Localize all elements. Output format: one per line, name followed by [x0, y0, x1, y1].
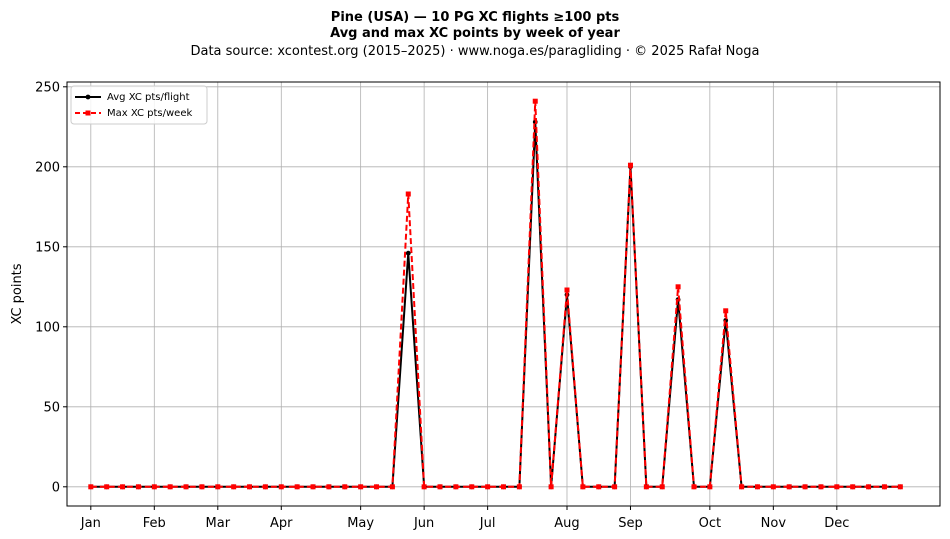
x-tick-label: Jul	[479, 516, 496, 531]
chart-title-line1: Pine (USA) — 10 PG XC flights ≥100 pts	[331, 10, 620, 25]
series-1-point	[151, 484, 157, 490]
axes: 0 50 100 150 200 250 Jan Feb Mar Apr May Jun Jul Aug S…	[35, 80, 849, 531]
series-1-point	[247, 484, 253, 490]
series-1-point	[199, 484, 205, 490]
series-1-point	[88, 484, 94, 490]
series-1-point	[310, 484, 316, 490]
series-1-point	[374, 484, 380, 490]
series-layer	[88, 98, 903, 490]
series-1-point	[501, 484, 506, 490]
series-1-point	[469, 484, 475, 490]
series-1-point	[643, 484, 649, 490]
series-1-point	[485, 484, 491, 490]
series-1-point	[834, 484, 840, 490]
series-1-point	[754, 484, 760, 490]
x-tick-label: Sep	[618, 516, 643, 531]
y-tick-label: 0	[52, 480, 60, 495]
chart-subtitle: Data source: xcontest.org (2015–2025) · …	[190, 44, 759, 59]
series-1-point	[897, 484, 903, 490]
x-tick-label: Jan	[80, 516, 101, 531]
series-1-point	[120, 484, 126, 490]
series-1-point	[786, 484, 792, 490]
legend-box	[70, 85, 208, 125]
x-tick-label: Mar	[206, 516, 231, 531]
series-1-point	[262, 484, 268, 490]
series-1-point	[326, 484, 332, 490]
x-tick-label: Feb	[143, 516, 166, 531]
series-1-point	[215, 484, 221, 490]
series-1-point	[437, 484, 443, 490]
series-1-point	[770, 484, 776, 490]
series-1-point	[183, 484, 189, 490]
series-1-point	[691, 484, 697, 490]
series-1-point	[548, 484, 554, 490]
x-tick-label: Oct	[699, 516, 721, 531]
series-1-point	[850, 484, 856, 490]
series-1-point	[707, 484, 713, 490]
series-1-point	[627, 162, 633, 168]
series-1-point	[405, 191, 411, 197]
series-1-point	[881, 484, 887, 490]
series-line-1	[90, 100, 901, 488]
series-line-0	[90, 121, 901, 488]
series-1-point	[802, 484, 808, 490]
legend-max-marker	[85, 110, 91, 116]
legend: Avg XC pts/flight Max XC pts/week	[70, 85, 208, 125]
grid	[67, 82, 940, 506]
legend-avg-marker	[85, 94, 91, 100]
x-tick-label: Aug	[554, 516, 579, 531]
series-1-point	[675, 284, 681, 290]
legend-max-label: Max XC pts/week	[107, 108, 192, 119]
series-1-point	[612, 484, 618, 490]
x-tick-label: Dec	[824, 516, 849, 531]
series-1-point	[516, 484, 522, 490]
y-tick-label: 250	[35, 80, 60, 95]
y-tick-label: 200	[35, 160, 60, 175]
series-1-point	[453, 484, 459, 490]
series-1-point	[231, 484, 237, 490]
series-1-point	[739, 484, 745, 490]
x-tick-label: May	[347, 516, 374, 531]
y-tick-label: 100	[35, 320, 60, 335]
x-tick-label: Nov	[761, 516, 787, 531]
series-1-point	[342, 484, 348, 490]
plot-area-frame	[66, 81, 941, 507]
y-tick-label: 50	[43, 400, 60, 415]
series-1-point	[278, 484, 284, 490]
series-0-point	[405, 250, 411, 256]
series-1-point	[596, 484, 602, 490]
series-1-point	[135, 484, 141, 490]
series-1-point	[532, 98, 538, 104]
chart-title-line2: Avg and max XC points by week of year	[330, 26, 620, 41]
series-1-point	[564, 287, 570, 293]
series-1-point	[358, 484, 364, 490]
legend-avg-label: Avg XC pts/flight	[107, 92, 190, 103]
series-1-point	[294, 484, 300, 490]
series-1-point	[421, 484, 427, 490]
series-1-point	[167, 484, 173, 490]
series-1-point	[104, 484, 110, 490]
series-1-point	[659, 484, 665, 490]
series-1-point	[723, 308, 729, 314]
series-1-point	[818, 484, 824, 490]
series-1-point	[866, 484, 872, 490]
x-tick-label: Jun	[413, 516, 434, 531]
x-tick-label: Apr	[270, 516, 293, 531]
series-1-point	[580, 484, 586, 490]
y-axis-label: XC points	[10, 263, 25, 324]
y-tick-label: 150	[35, 240, 60, 255]
series-1-point	[389, 484, 395, 490]
